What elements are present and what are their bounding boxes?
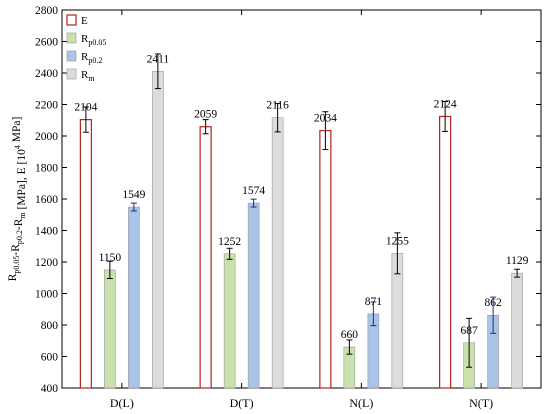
bar-e (79, 119, 92, 389)
data-label: 862 (485, 297, 503, 309)
y-tick-label: 1600 (35, 194, 58, 206)
legend-swatch (66, 32, 77, 44)
bar-e (199, 126, 212, 389)
y-tick-label: 2400 (35, 68, 58, 80)
legend-label: E (81, 15, 88, 27)
category-label: D(T) (230, 396, 254, 410)
y-tick-label: 1400 (35, 226, 58, 238)
legend-swatch (66, 68, 77, 80)
y-axis: 400 600 800 1000 1200 1400 1600 1800 2000 2200 240… (35, 5, 541, 395)
bar-rp0-05 (223, 253, 236, 389)
category-label: D(L) (110, 396, 134, 410)
data-label: 2104 (74, 102, 97, 114)
bar-e (319, 130, 332, 389)
data-label: 2411 (147, 53, 170, 65)
category-label: N(T) (469, 396, 493, 410)
category-label: N(L) (349, 396, 373, 410)
y-axis-title: Rp0.05-Rp0.2-Rm [MPa], E [104 MPa] (7, 117, 28, 282)
legend: E Rp0.05 Rp0.2 Rm (66, 14, 106, 83)
y-tick-label: 2000 (35, 131, 58, 143)
data-label: 2116 (266, 100, 289, 112)
legend-swatch (66, 50, 77, 62)
y-tick-label: 800 (41, 320, 59, 332)
y-tick-label: 1800 (35, 163, 58, 175)
legend-swatch (66, 14, 77, 26)
data-label: 660 (341, 329, 359, 341)
y-tick-label: 2600 (35, 37, 58, 49)
legend-label: Rp0.2 (81, 51, 102, 65)
bars (79, 53, 523, 389)
bar-rp0-2 (247, 202, 260, 389)
y-axis-title: Rp0.05-Rp0.2-Rm [MPa], E [104 MPa] (7, 117, 28, 282)
data-label: 2124 (434, 98, 457, 110)
data-label: 1255 (386, 235, 409, 247)
data-label: 1129 (506, 255, 529, 267)
legend-label: Rm (81, 69, 95, 83)
x-axis: D(L) D(T) N(L) N(T) (110, 10, 493, 410)
y-tick-label: 600 (41, 352, 59, 364)
data-label: 1549 (122, 189, 145, 201)
bar-e (439, 115, 452, 389)
data-label: 2059 (194, 109, 217, 121)
data-label: 687 (461, 325, 479, 337)
y-tick-label: 2800 (35, 5, 58, 17)
y-tick-label: 1000 (35, 289, 58, 301)
data-label: 871 (365, 296, 383, 308)
bar-rp0-05 (104, 269, 116, 389)
bar-rm (152, 70, 164, 389)
data-label: 1252 (218, 236, 241, 248)
bar-rm (511, 272, 523, 389)
data-label: 2034 (314, 113, 337, 125)
data-labels: 2104 1150 1549 2411 2059 1252 1574 2116 2034 660 8… (74, 53, 528, 341)
y-tick-label: 2200 (35, 100, 58, 112)
legend-label: Rp0.05 (81, 33, 106, 47)
y-tick-label: 1200 (35, 257, 58, 269)
y-tick-label: 400 (41, 383, 59, 395)
bar-rm (271, 117, 284, 389)
data-label: 1574 (242, 185, 265, 197)
data-label: 1150 (99, 252, 122, 264)
bar-rp0-2 (128, 206, 140, 389)
